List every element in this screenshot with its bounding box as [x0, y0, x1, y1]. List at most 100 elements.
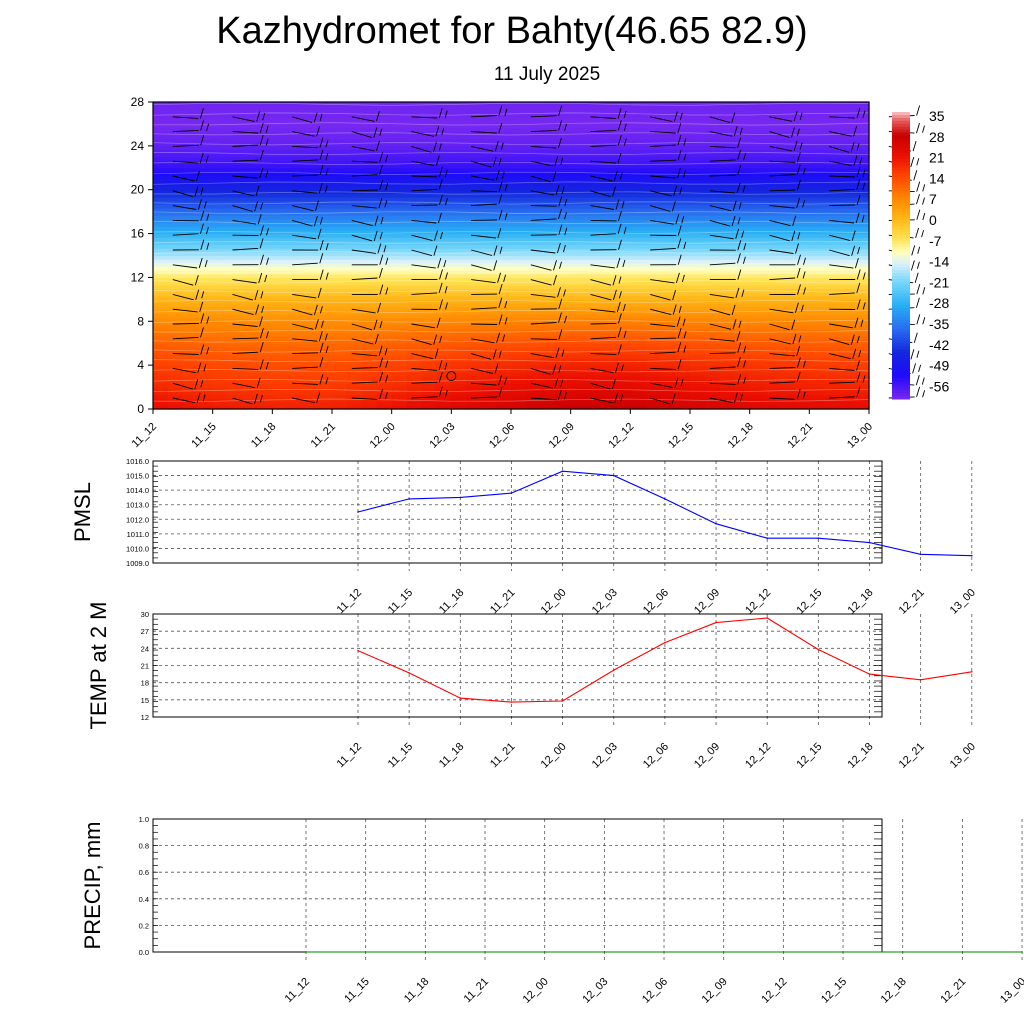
heatmap-cell — [436, 259, 452, 264]
heatmap-cell — [466, 218, 482, 224]
heatmap-cell — [660, 284, 676, 289]
heatmap-cell — [719, 361, 736, 366]
heatmap-cell — [406, 324, 423, 330]
heatmap-cell — [600, 200, 617, 205]
heatmap-cell — [451, 372, 467, 377]
wind-barb-staff — [292, 352, 319, 355]
heatmap-cell — [227, 379, 244, 385]
wind-barb-feather — [617, 108, 622, 119]
heatmap-cell — [361, 138, 378, 143]
heatmap-cell — [779, 186, 796, 191]
heatmap-cell — [391, 127, 408, 132]
wind-barb-feather — [497, 272, 502, 283]
wind-barb-feather — [266, 228, 269, 236]
heatmap-cell — [153, 237, 169, 242]
heatmap-cell — [212, 368, 229, 374]
wind-barb-staff — [709, 116, 730, 124]
heatmap-cell — [615, 145, 631, 151]
heatmap-cell — [481, 368, 497, 374]
wind-barb-feather — [671, 393, 676, 405]
heatmap-cell — [167, 328, 184, 333]
heatmap-cell — [719, 317, 736, 322]
heatmap-cell — [660, 116, 676, 121]
heatmap-cell — [451, 200, 467, 205]
heatmap-cell — [511, 365, 527, 370]
colorbar-swatch — [892, 176, 910, 180]
xtick-label: 12_06 — [641, 587, 671, 617]
colorbar-swatch — [892, 352, 910, 356]
heatmap-cell — [600, 142, 617, 147]
heatmap-cell — [466, 401, 482, 406]
heatmap-cell — [227, 281, 244, 286]
wind-barb-feather — [862, 272, 866, 280]
heatmap-cell — [287, 273, 303, 279]
heatmap-cell — [227, 321, 244, 326]
heatmap-cell — [272, 186, 288, 191]
heatmap-cell — [167, 292, 184, 297]
heatmap-cell — [690, 259, 706, 264]
wind-barb-feather — [200, 135, 205, 146]
heatmap-cell — [645, 167, 661, 173]
heatmap-cell — [764, 109, 781, 114]
heatmap-cell — [660, 189, 676, 194]
heatmap-cell — [332, 138, 348, 143]
heatmap-cell — [332, 339, 348, 344]
heatmap-cell — [615, 215, 631, 220]
heatmap-cell — [332, 171, 348, 176]
heatmap-cell — [302, 328, 318, 333]
heatmap-cell — [242, 160, 259, 165]
heatmap-cell — [525, 270, 542, 275]
wind-barb-feather — [559, 261, 562, 269]
wind-barb-feather — [914, 272, 919, 283]
colorbar-swatch — [892, 182, 910, 186]
heatmap-cell — [406, 131, 423, 136]
colorbar-swatch — [892, 220, 910, 224]
heatmap-cell — [585, 288, 602, 293]
heatmap-cell — [197, 284, 214, 289]
heatmap-cell — [690, 251, 706, 257]
heatmap-cell — [675, 405, 691, 410]
heatmap-cell — [749, 116, 766, 121]
heatmap-cell — [824, 123, 840, 129]
heatmap-cell — [854, 182, 870, 187]
heatmap-cell — [675, 138, 691, 143]
heatmap-cell — [212, 357, 229, 363]
heatmap-cell — [406, 167, 423, 173]
heatmap-cell — [212, 387, 229, 392]
heatmap-cell — [794, 401, 810, 406]
heatmap-cell — [704, 171, 721, 176]
heatmap-cell — [317, 292, 333, 297]
heatmap-cell — [153, 156, 169, 162]
heatmap-cell — [660, 346, 676, 352]
heatmap-cell — [839, 123, 855, 129]
wind-barb-feather — [259, 238, 264, 249]
colorbar-swatch — [892, 217, 910, 221]
heatmap-cell — [317, 189, 333, 194]
heatmap-cell — [540, 171, 557, 176]
heatmap-cell — [675, 211, 691, 216]
heatmap-cell — [481, 123, 497, 129]
heatmap-cell — [361, 116, 378, 121]
heatmap-cell — [704, 237, 721, 242]
heatmap-cell — [854, 273, 870, 279]
heatmap-cell — [496, 295, 512, 300]
heatmap-cell — [481, 306, 497, 311]
heatmap-cell — [287, 109, 303, 114]
wind-barb-feather — [433, 245, 438, 256]
wind-barb-staff — [530, 249, 556, 254]
heatmap-cell — [346, 226, 363, 231]
heatmap-cell — [302, 259, 318, 264]
wind-barb-staff — [769, 116, 793, 122]
heatmap-cell — [690, 288, 706, 293]
heatmap-cell — [257, 218, 273, 224]
heatmap-cell — [272, 317, 288, 322]
heatmap-ytick-label: 0 — [137, 402, 144, 416]
heatmap-cell — [272, 335, 288, 341]
heatmap-cell — [690, 138, 706, 143]
heatmap-cell — [376, 178, 393, 183]
heatmap-cell — [630, 109, 646, 114]
wind-barb-staff — [471, 367, 494, 374]
heatmap-cell — [585, 109, 602, 114]
heatmap-cell — [167, 277, 184, 282]
